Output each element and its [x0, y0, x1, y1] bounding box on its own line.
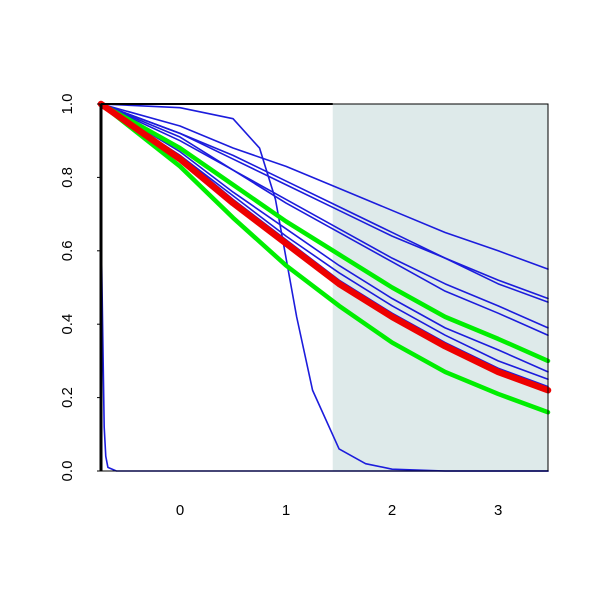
- x-tick-label: 3: [494, 502, 502, 519]
- survival-curve: [100, 103, 549, 373]
- survival-curve: [100, 103, 549, 381]
- shaded-region: [332, 104, 548, 471]
- y-tick-label: 0.4: [59, 314, 76, 335]
- survival-curve: [100, 103, 549, 337]
- survival-curve: [100, 103, 549, 270]
- y-tick-label: 0.8: [59, 167, 76, 188]
- survival-curve: [97, 100, 552, 394]
- x-tick-label: 1: [282, 502, 290, 519]
- survival-curve: [98, 101, 551, 364]
- x-tick-label: 2: [388, 502, 396, 519]
- y-tick-label: 0.6: [59, 240, 76, 261]
- survival-curve: [98, 101, 551, 415]
- survival-curve: [100, 103, 549, 472]
- y-tick-label: 0.0: [59, 461, 76, 482]
- survival-curve: [100, 103, 549, 300]
- survival-curve: [100, 103, 549, 303]
- y-tick-label: 0.2: [59, 387, 76, 408]
- y-tick-label: 1.0: [59, 94, 76, 115]
- survival-curve: [100, 103, 549, 329]
- x-tick-label: 0: [176, 502, 184, 519]
